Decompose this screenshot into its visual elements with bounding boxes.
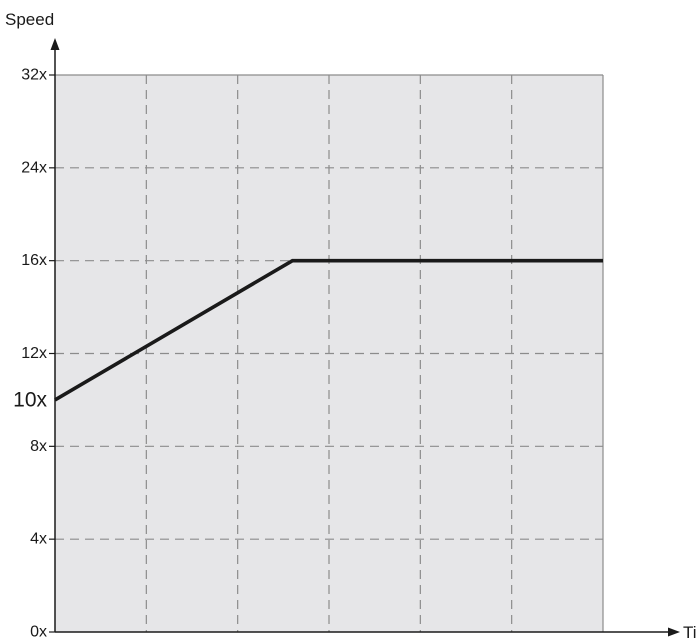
y-axis-arrow [50, 38, 60, 50]
y-tick-label: 10x [13, 388, 47, 411]
y-tick-label: 4x [30, 531, 47, 548]
speed-line [54, 258, 603, 402]
y-axis-title: Speed [5, 10, 54, 29]
y-tick-labels: 0x 4x 8x 10x 12x 16x 24x 32x [13, 67, 55, 639]
y-tick-label: 32x [21, 67, 47, 84]
y-tick-label: 24x [21, 159, 47, 176]
axes [50, 38, 680, 637]
x-axis-title: Time [683, 623, 697, 639]
series [54, 258, 603, 402]
y-tick-label: 0x [30, 624, 47, 639]
x-axis-arrow [668, 627, 680, 637]
y-tick-label: 8x [30, 438, 47, 455]
y-tick-label: 12x [21, 345, 47, 362]
y-tick-label: 16x [21, 252, 47, 269]
